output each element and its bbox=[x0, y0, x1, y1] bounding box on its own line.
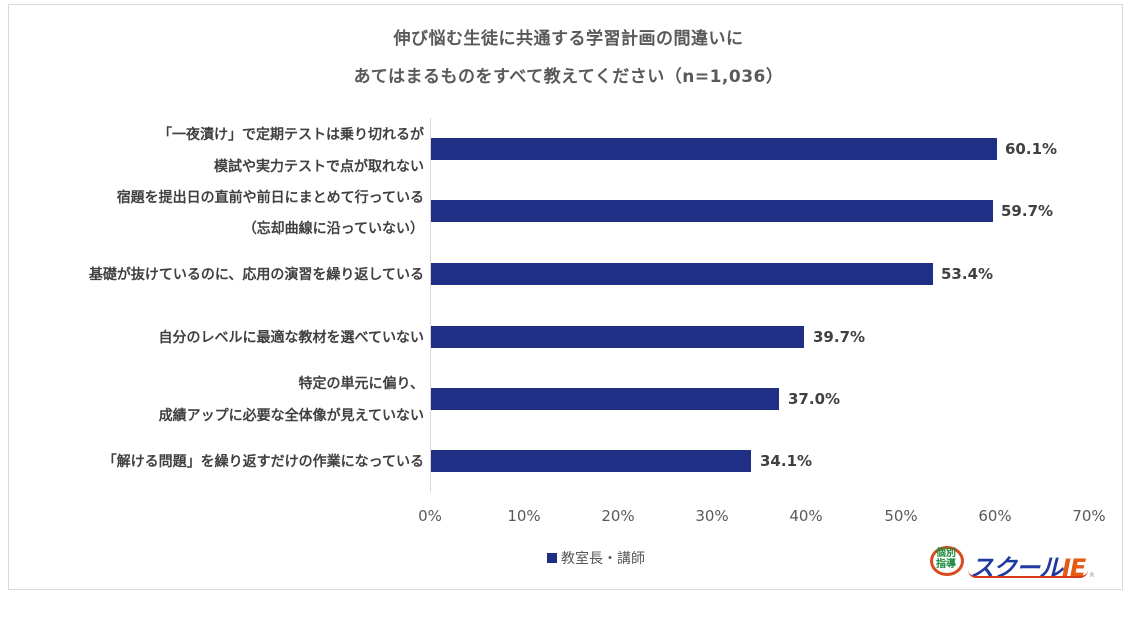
school-ie-logo: 個別 指導 スクールIE R bbox=[930, 544, 1100, 582]
legend: 教室長・講師 bbox=[547, 548, 645, 568]
value-label-5: 37.0% bbox=[788, 390, 841, 408]
legend-swatch-icon bbox=[547, 553, 557, 563]
logo-kanji: 個別 指導 bbox=[936, 548, 956, 570]
value-label-6: 34.1% bbox=[760, 452, 813, 470]
x-tick-50: 50% bbox=[884, 507, 918, 525]
category-label-3: 基礎が抜けているのに、応用の演習を繰り返している bbox=[88, 267, 424, 283]
value-label-2: 59.7% bbox=[1001, 202, 1054, 220]
y-axis-line bbox=[430, 118, 431, 492]
x-tick-60: 60% bbox=[978, 507, 1012, 525]
category-label-5b: 成績アップに必要な全体像が見えていない bbox=[158, 408, 424, 424]
x-tick-70: 70% bbox=[1072, 507, 1106, 525]
bar-6 bbox=[431, 450, 751, 472]
logo-registered-mark: R bbox=[1090, 572, 1095, 579]
x-tick-20: 20% bbox=[601, 507, 635, 525]
x-tick-40: 40% bbox=[789, 507, 823, 525]
logo-swoosh-icon bbox=[968, 570, 1088, 578]
value-label-1: 60.1% bbox=[1005, 140, 1058, 158]
bar-1 bbox=[431, 138, 997, 160]
category-label-6: 「解ける問題」を繰り返すだけの作業になっている bbox=[102, 454, 424, 470]
bar-5 bbox=[431, 388, 779, 410]
legend-label: 教室長・講師 bbox=[561, 551, 645, 567]
bar-3 bbox=[431, 263, 933, 285]
category-label-1b: 模試や実力テストで点が取れない bbox=[214, 159, 424, 175]
category-label-2a: 宿題を提出日の直前や前日にまとめて行っている bbox=[116, 190, 424, 206]
chart-frame bbox=[8, 4, 1123, 590]
value-label-3: 53.4% bbox=[941, 265, 994, 283]
bar-4 bbox=[431, 326, 804, 348]
chart-title-line-1: 伸び悩む生徒に共通する学習計画の間違いに bbox=[393, 29, 744, 49]
bar-2 bbox=[431, 200, 993, 222]
x-tick-30: 30% bbox=[695, 507, 729, 525]
logo-kanji-top: 個別 bbox=[936, 548, 956, 559]
category-label-1a: 「一夜漬け」で定期テストは乗り切れるが bbox=[158, 127, 424, 143]
category-label-2b: （忘却曲線に沿っていない） bbox=[242, 221, 424, 237]
category-label-5a: 特定の単元に偏り、 bbox=[298, 376, 424, 392]
chart-title-line-2: あてはまるものをすべて教えてください（n=1,036） bbox=[353, 67, 784, 87]
logo-kanji-bottom: 指導 bbox=[936, 559, 956, 570]
value-label-4: 39.7% bbox=[813, 328, 866, 346]
category-label-4: 自分のレベルに最適な教材を選べていない bbox=[158, 330, 424, 346]
logo-ring-icon bbox=[930, 546, 964, 576]
x-tick-0: 0% bbox=[418, 507, 442, 525]
x-tick-10: 10% bbox=[507, 507, 541, 525]
